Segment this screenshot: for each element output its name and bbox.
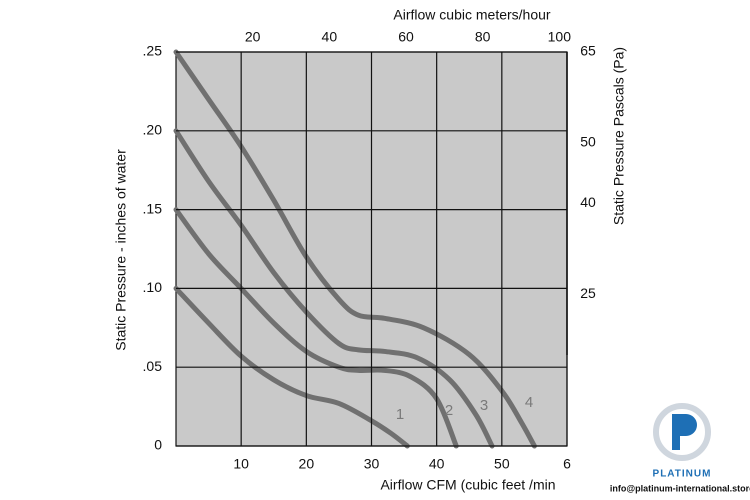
x2-tick-label: 60 xyxy=(398,29,414,45)
y-tick-label: .05 xyxy=(143,358,163,374)
logo-contact: info@platinum-international.store xyxy=(610,483,750,493)
x2-tick-label: 40 xyxy=(322,29,338,45)
logo-ring xyxy=(653,403,711,461)
y2-tick-label: 50 xyxy=(580,134,596,150)
y-tick-label: .20 xyxy=(143,122,163,138)
y2-tick-label: 65 xyxy=(580,43,596,59)
series-label: 4 xyxy=(525,394,533,411)
y2-axis-title: Static Pressure Pascals (Pa) xyxy=(611,47,627,225)
y-tick-label: .15 xyxy=(143,200,163,216)
logo: PLATINUM info@platinum-international.sto… xyxy=(610,403,750,493)
x-tick-label: 50 xyxy=(494,456,510,472)
logo-icon xyxy=(672,414,697,450)
x-axis-title: Airflow CFM (cubic feet /min xyxy=(380,477,555,493)
series-label: 1 xyxy=(396,406,404,423)
logo-name: PLATINUM xyxy=(653,469,712,480)
y2-tick-label: 25 xyxy=(580,285,596,301)
y-axis-title: Static Pressure - inches of water xyxy=(113,149,129,351)
y-tick-label: .10 xyxy=(143,279,163,295)
series-label: 2 xyxy=(445,402,453,419)
x2-tick-label: 20 xyxy=(245,29,261,45)
y2-tick-label: 40 xyxy=(580,194,596,210)
x-tick-label: 40 xyxy=(429,456,445,472)
x-tick-label: 6 xyxy=(563,456,571,472)
series-label: 3 xyxy=(480,397,488,414)
x2-tick-label: 100 xyxy=(548,29,572,45)
y-tick-label: .25 xyxy=(143,43,163,59)
x-tick-label: 30 xyxy=(364,456,380,472)
x2-tick-label: 80 xyxy=(475,29,491,45)
x-tick-label: 10 xyxy=(233,456,249,472)
x-tick-label: 20 xyxy=(299,456,315,472)
curve xyxy=(173,128,495,449)
top-axis-title: Airflow cubic meters/hour xyxy=(393,7,551,23)
y-tick-label: 0 xyxy=(154,437,162,453)
